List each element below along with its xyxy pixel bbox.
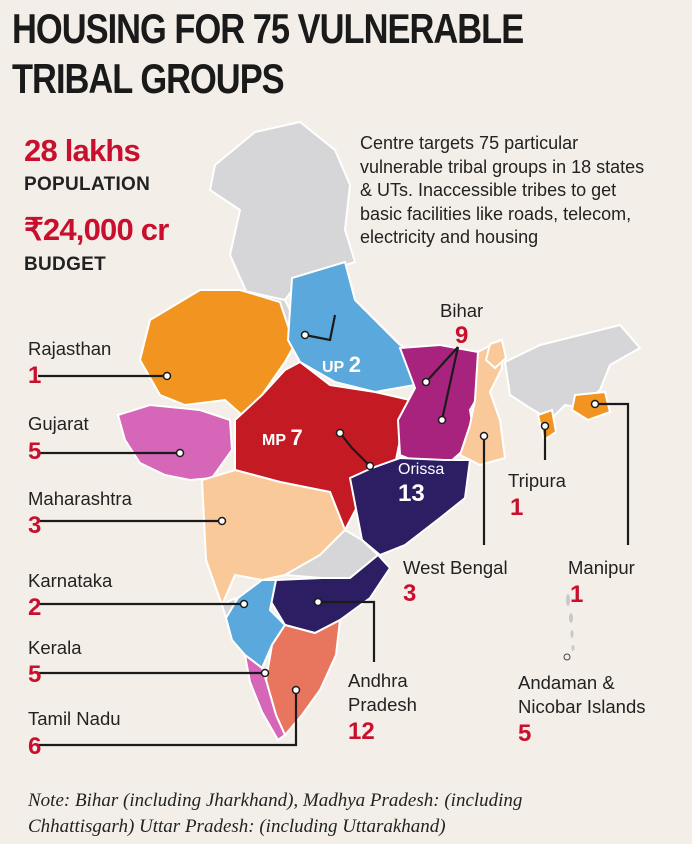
count-karnataka: 2 xyxy=(28,594,42,621)
budget-value: ₹24,000 cr xyxy=(24,212,169,247)
label-tripura: Tripura xyxy=(508,470,566,491)
infographic-title: HOUSING FOR 75 VULNERABLE TRIBAL GROUPS xyxy=(12,4,524,104)
leader-bihar-2 xyxy=(440,346,460,421)
label-andhra-line2: Pradesh xyxy=(348,694,417,715)
label-bihar: Bihar xyxy=(440,300,484,321)
footnote-line-2: Chhattisgarh) Uttar Pradesh: (including … xyxy=(28,816,446,837)
map-label-up: UP 2 xyxy=(322,352,361,378)
population-label: POPULATION xyxy=(24,174,151,195)
count-tripura: 1 xyxy=(510,494,524,521)
leader-bihar-1 xyxy=(425,346,459,383)
leader-tamil-nadu xyxy=(38,690,298,747)
map-label-mp-name: MP xyxy=(262,432,286,449)
label-tamil-nadu: Tamil Nadu xyxy=(28,708,121,729)
label-west-bengal: West Bengal xyxy=(403,557,508,578)
leader-mp xyxy=(339,432,371,467)
count-bihar: 9 xyxy=(455,322,469,349)
count-andhra: 12 xyxy=(348,718,375,745)
leader-up xyxy=(304,314,337,342)
map-label-up-count: 2 xyxy=(348,352,361,377)
count-gujarat: 5 xyxy=(28,438,42,465)
count-tamil-nadu: 6 xyxy=(28,733,42,760)
leader-andhra xyxy=(318,600,376,662)
population-value: 28 lakhs xyxy=(24,133,141,168)
budget-label: BUDGET xyxy=(24,254,107,275)
leader-dots xyxy=(162,330,600,695)
label-rajasthan: Rajasthan xyxy=(28,338,112,359)
andaman-islands xyxy=(563,594,575,661)
label-karnataka: Karnataka xyxy=(28,570,113,591)
count-manipur: 1 xyxy=(570,581,584,608)
leader-lines xyxy=(38,314,630,747)
count-west-bengal: 3 xyxy=(403,580,417,607)
label-kerala: Kerala xyxy=(28,637,82,658)
label-andaman-line2: Nicobar Islands xyxy=(518,696,646,717)
count-maharashtra: 3 xyxy=(28,512,42,539)
map-label-orissa-count: 13 xyxy=(398,480,425,507)
count-kerala: 5 xyxy=(28,661,42,688)
region-north-east xyxy=(503,323,642,422)
region-gujarat xyxy=(116,403,234,482)
label-andhra-line1: Andhra xyxy=(348,670,408,691)
label-manipur: Manipur xyxy=(568,557,635,578)
region-andhra xyxy=(268,553,392,635)
region-sikkim xyxy=(484,338,508,370)
label-andaman-line1: Andaman & xyxy=(518,672,615,693)
label-gujarat: Gujarat xyxy=(28,413,89,434)
leader-manipur xyxy=(595,402,630,545)
title-line-2: TRIBAL GROUPS xyxy=(12,55,285,102)
description-text: Centre targets 75 particular vulnerable … xyxy=(360,133,645,247)
map-label-up-name: UP xyxy=(322,359,345,376)
footnote-line-1: Note: Bihar (including Jharkhand), Madhy… xyxy=(28,790,523,811)
label-maharashtra: Maharashtra xyxy=(28,488,132,509)
map-label-mp-count: 7 xyxy=(290,425,303,450)
region-manipur xyxy=(570,390,612,422)
footnote: Note: Bihar (including Jharkhand), Madhy… xyxy=(28,788,668,840)
map-label-orissa-name: Orissa xyxy=(398,461,445,478)
count-rajasthan: 1 xyxy=(28,362,42,389)
map-label-mp: MP 7 xyxy=(262,425,303,451)
count-andaman: 5 xyxy=(518,720,532,747)
title-line-1: HOUSING FOR 75 VULNERABLE xyxy=(12,5,524,52)
